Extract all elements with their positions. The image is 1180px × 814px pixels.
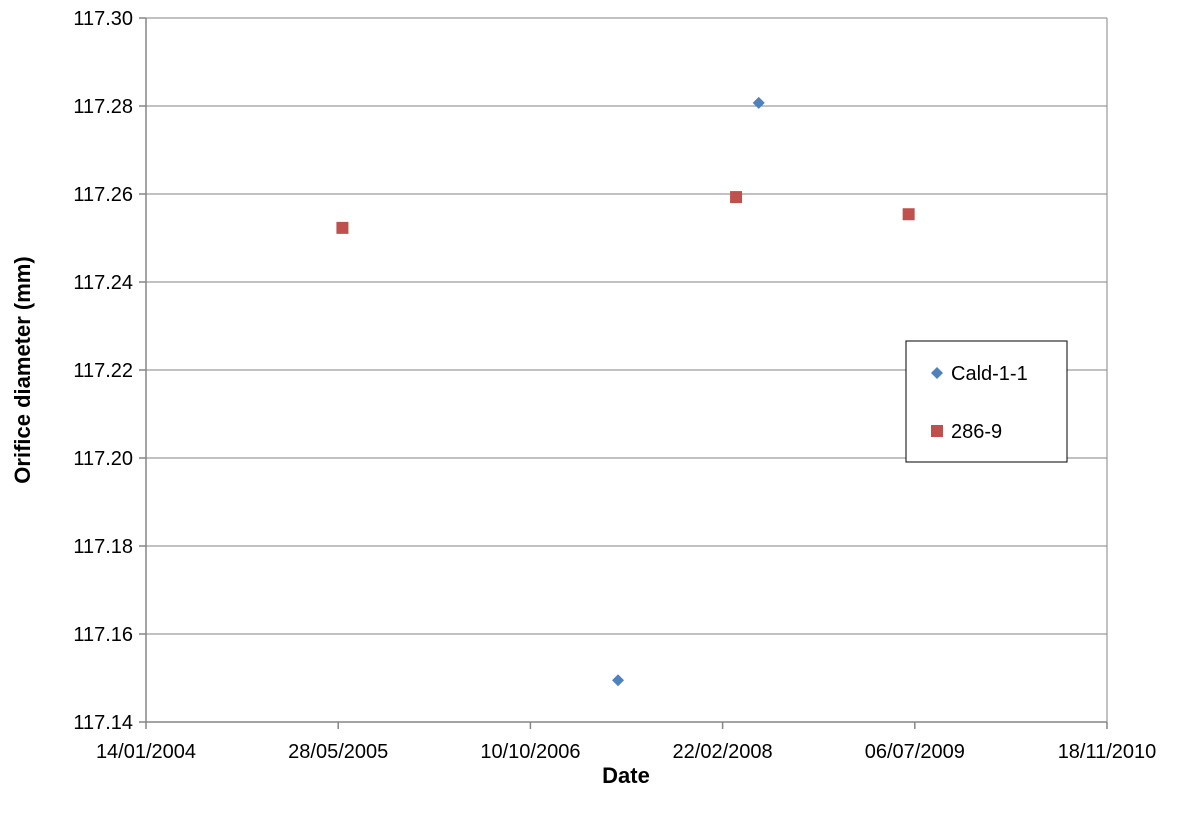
x-tick-label: 14/01/2004 (96, 741, 196, 763)
legend-box (905, 340, 1068, 463)
y-tick-label: 117.14 (73, 712, 133, 734)
y-tick-label: 117.24 (73, 272, 133, 294)
y-tick-label: 117.26 (73, 184, 133, 206)
legend-marker (931, 367, 943, 379)
legend-label: 286-9 (951, 421, 1002, 443)
data-point (336, 221, 349, 234)
data-point (612, 674, 625, 687)
data-point (902, 208, 915, 221)
y-tick-label: 117.30 (73, 8, 133, 30)
x-tick-label: 28/05/2005 (288, 741, 388, 763)
x-axis-title: Date (602, 763, 650, 788)
data-points (336, 96, 915, 687)
y-tick-label: 117.18 (73, 536, 133, 558)
data-point (752, 96, 765, 109)
y-tick-label: 117.16 (73, 624, 133, 646)
y-tick-label: 117.28 (73, 96, 133, 118)
x-tick-label: 22/02/2008 (673, 741, 773, 763)
y-tick-label: 117.20 (73, 448, 133, 470)
x-tick-label: 18/11/2010 (1058, 741, 1157, 763)
legend-label: Cald-1-1 (951, 363, 1028, 385)
y-tick-label: 117.22 (73, 360, 133, 382)
gridlines (146, 105, 1107, 635)
y-axis-ticks: 117.14 117.16 117.18 117.20 117.22 117.24 117.… (73, 8, 146, 734)
x-tick-label: 10/10/2006 (480, 741, 580, 763)
x-tick-label: 06/07/2009 (865, 741, 965, 763)
legend-marker (931, 425, 943, 437)
x-axis-ticks: 14/01/2004 28/05/2005 10/10/2006 22/02/2008… (96, 722, 1156, 763)
data-point (730, 191, 743, 204)
y-axis-title: Orifice diameter (mm) (10, 256, 35, 483)
legend: Cald-1-1 286-9 (905, 340, 1068, 463)
